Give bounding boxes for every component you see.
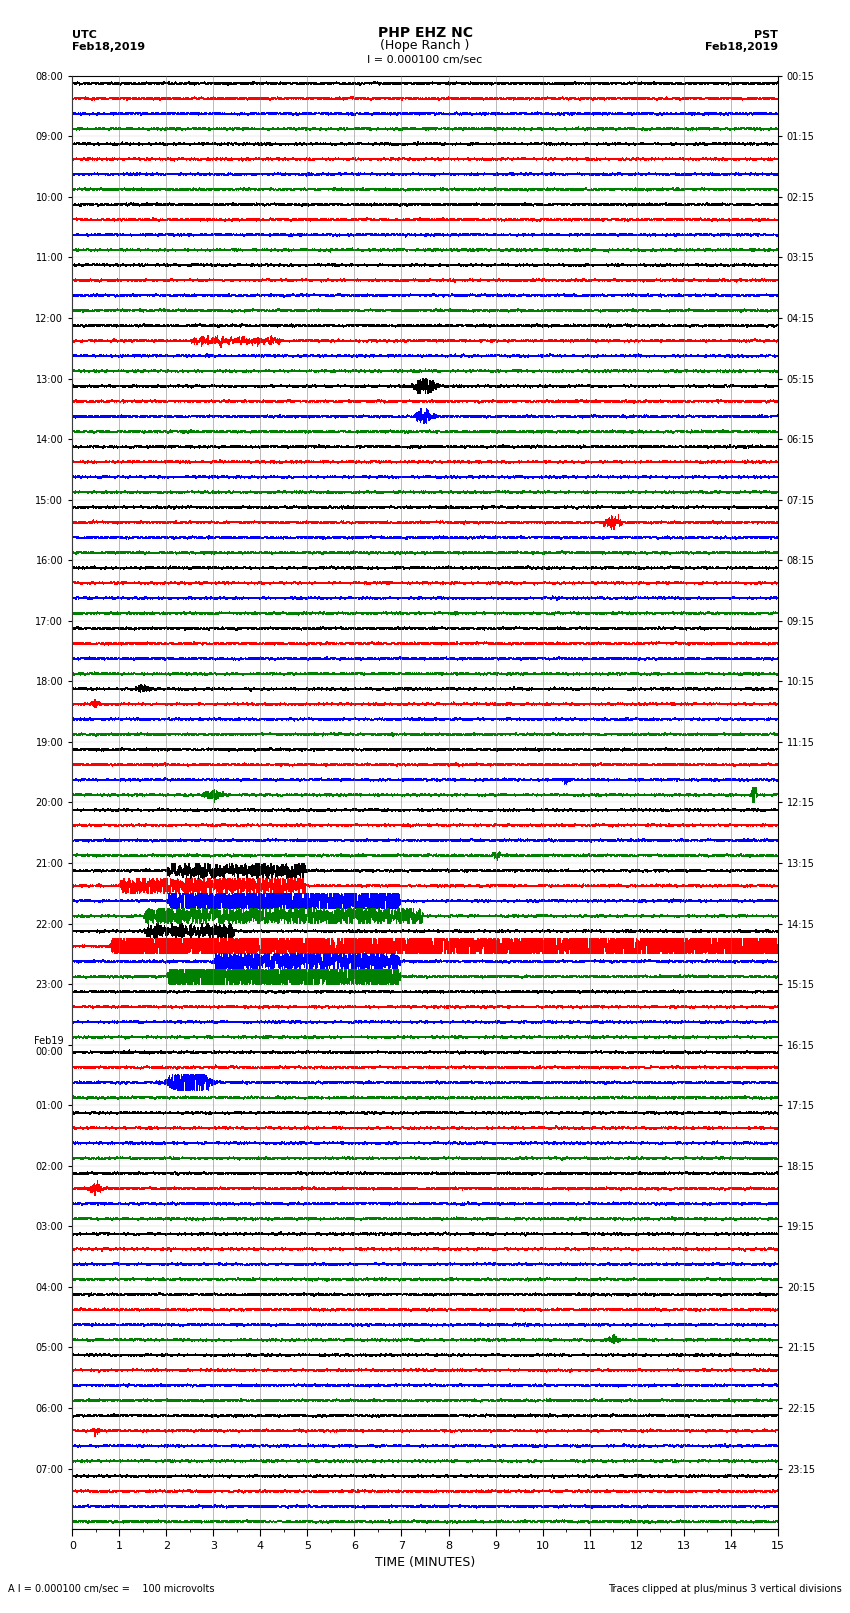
Text: A I = 0.000100 cm/sec =    100 microvolts: A I = 0.000100 cm/sec = 100 microvolts (8, 1584, 215, 1594)
Text: PHP EHZ NC: PHP EHZ NC (377, 26, 473, 39)
Text: PST: PST (754, 29, 778, 39)
Text: I = 0.000100 cm/sec: I = 0.000100 cm/sec (367, 55, 483, 65)
Text: UTC: UTC (72, 29, 97, 39)
Text: Feb18,2019: Feb18,2019 (705, 42, 778, 52)
Text: Feb18,2019: Feb18,2019 (72, 42, 145, 52)
X-axis label: TIME (MINUTES): TIME (MINUTES) (375, 1557, 475, 1569)
Text: Traces clipped at plus/minus 3 vertical divisions: Traces clipped at plus/minus 3 vertical … (608, 1584, 842, 1594)
Text: (Hope Ranch ): (Hope Ranch ) (380, 39, 470, 52)
